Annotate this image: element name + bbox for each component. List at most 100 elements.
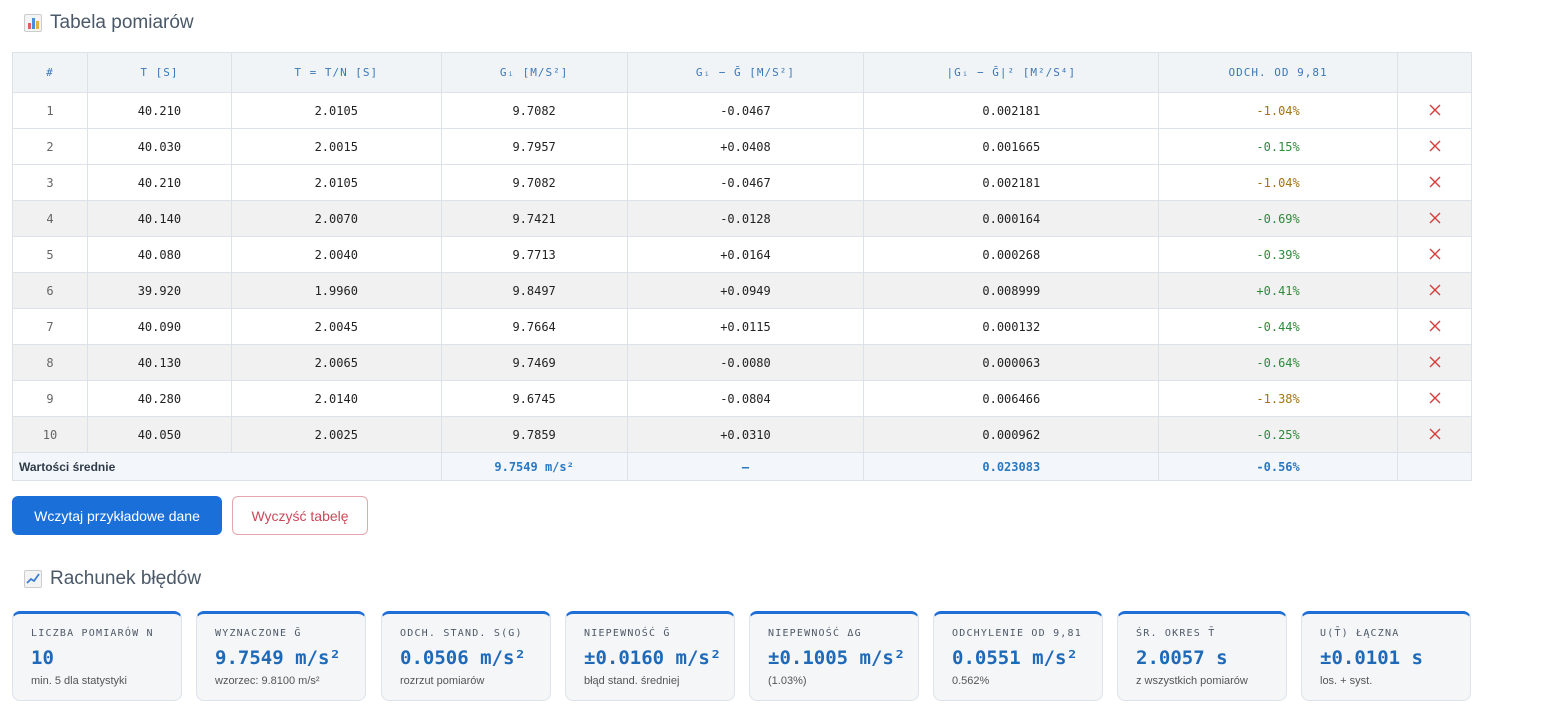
col-header-g-diff-sq: |gᵢ − ḡ|² [m²/s⁴] (863, 52, 1160, 93)
cell-period: 2.0040 (230, 236, 442, 273)
cell-g: 9.7421 (440, 200, 628, 237)
col-header-period: T = t/n [s] (230, 52, 442, 93)
cell-index: 1 (12, 92, 88, 129)
cell-index: 4 (12, 200, 88, 237)
delete-row-button[interactable] (1397, 272, 1472, 309)
cell-g-diff: +0.0949 (626, 272, 865, 309)
cell-g-diff: -0.0467 (626, 92, 865, 129)
table-row: 2 40.030 2.0015 9.7957 +0.0408 0.001665 -0.15% (12, 128, 1472, 165)
table-section-title: Tabela pomiarów (24, 12, 194, 34)
stat-card-label: Liczba pomiarów n (31, 628, 154, 639)
stat-card-subtext: wzorzec: 9.8100 m/s² (215, 675, 320, 687)
stat-card-label: u(T̄) łączna (1320, 628, 1400, 639)
stat-card-value: 0.0506 m/s² (400, 647, 526, 669)
cell-g-diff: -0.0128 (626, 200, 865, 237)
close-icon (1429, 176, 1440, 188)
cell-g-diff-sq: 0.000962 (863, 416, 1160, 453)
cell-period: 2.0070 (230, 200, 442, 237)
close-icon (1429, 248, 1440, 260)
stat-card-subtext: błąd stand. średniej (584, 675, 680, 687)
cell-g-diff-sq: 0.000063 (863, 344, 1160, 381)
cell-index: 3 (12, 164, 88, 201)
bar-chart-icon (24, 14, 42, 32)
stat-card-label: Odchylenie od 9,81 (952, 628, 1082, 639)
stat-card-value: 0.0551 m/s² (952, 647, 1078, 669)
table-title: Tabela pomiarów (50, 12, 194, 33)
col-header-actions (1397, 52, 1472, 93)
col-header-g: gᵢ [m/s²] (440, 52, 628, 93)
cell-period: 2.0105 (230, 164, 442, 201)
cell-g: 9.7713 (440, 236, 628, 273)
footer-mean-g-diff-sq: 0.023083 (863, 452, 1160, 481)
stat-card-subtext: (1.03%) (768, 675, 807, 687)
cell-deviation: -0.44% (1158, 308, 1398, 345)
cell-deviation: -0.69% (1158, 200, 1398, 237)
delete-row-button[interactable] (1397, 128, 1472, 165)
cell-index: 8 (12, 344, 88, 381)
stat-card-subtext: 0.562% (952, 675, 990, 687)
delete-row-button[interactable] (1397, 164, 1472, 201)
cell-g-diff: +0.0408 (626, 128, 865, 165)
load-sample-data-button[interactable]: Wczytaj przykładowe dane (12, 496, 222, 535)
cell-g-diff-sq: 0.008999 (863, 272, 1160, 309)
cell-g: 9.7082 (440, 92, 628, 129)
table-row: 7 40.090 2.0045 9.7664 +0.0115 0.000132 -0.44% (12, 308, 1472, 345)
cell-index: 2 (12, 128, 88, 165)
cell-g-diff-sq: 0.002181 (863, 164, 1160, 201)
cell-g-diff-sq: 0.002181 (863, 92, 1160, 129)
cell-index: 9 (12, 380, 88, 417)
cell-g-diff-sq: 0.000132 (863, 308, 1160, 345)
close-icon (1429, 140, 1440, 152)
delete-row-button[interactable] (1397, 380, 1472, 417)
cell-deviation: -0.64% (1158, 344, 1398, 381)
cell-g-diff-sq: 0.001665 (863, 128, 1160, 165)
stat-card-label: Niepewność ḡ (584, 628, 671, 639)
delete-row-button[interactable] (1397, 308, 1472, 345)
footer-mean-g: 9.7549 m/s² (440, 452, 628, 481)
cell-g: 9.7082 (440, 164, 628, 201)
cell-g: 9.7859 (440, 416, 628, 453)
cell-period: 2.0140 (230, 380, 442, 417)
stat-card-value: ±0.0101 s (1320, 647, 1423, 669)
cell-index: 6 (12, 272, 88, 309)
close-icon (1429, 104, 1440, 116)
close-icon (1429, 356, 1440, 368)
errors-section-title: Rachunek błędów (24, 568, 201, 590)
cell-period: 2.0025 (230, 416, 442, 453)
cell-g-diff: +0.0115 (626, 308, 865, 345)
clear-table-button[interactable]: Wyczyść tabelę (232, 496, 368, 535)
delete-row-button[interactable] (1397, 200, 1472, 237)
col-header-index: # (12, 52, 88, 93)
delete-row-button[interactable] (1397, 236, 1472, 273)
cell-deviation: -0.39% (1158, 236, 1398, 273)
col-header-time: t [s] (86, 52, 232, 93)
stat-card-label: Wyznaczone ḡ (215, 628, 302, 639)
cell-g-diff-sq: 0.006466 (863, 380, 1160, 417)
col-header-deviation: Odch. od 9,81 (1158, 52, 1398, 93)
cell-time: 40.210 (86, 164, 232, 201)
delete-row-button[interactable] (1397, 344, 1472, 381)
cell-g-diff: +0.0310 (626, 416, 865, 453)
stat-card-value: 9.7549 m/s² (215, 647, 341, 669)
delete-row-button[interactable] (1397, 92, 1472, 129)
stat-card-subtext: z wszystkich pomiarów (1136, 675, 1248, 687)
table-header-row: # t [s] T = t/n [s] gᵢ [m/s²] gᵢ − ḡ [m/… (12, 52, 1472, 93)
cell-g: 9.7957 (440, 128, 628, 165)
stat-card-label: Odch. stand. s(g) (400, 628, 523, 639)
table-row: 1 40.210 2.0105 9.7082 -0.0467 0.002181 -1.04% (12, 92, 1472, 129)
stat-card: Odch. stand. s(g) 0.0506 m/s² rozrzut pomi… (381, 611, 551, 701)
cell-time: 39.920 (86, 272, 232, 309)
close-icon (1429, 320, 1440, 332)
footer-label: Wartości średnie (12, 452, 442, 481)
cell-g-diff-sq: 0.000268 (863, 236, 1160, 273)
stat-card-label: Niepewność Δg (768, 628, 862, 639)
close-icon (1429, 392, 1440, 404)
delete-row-button[interactable] (1397, 416, 1472, 453)
cell-g: 9.6745 (440, 380, 628, 417)
col-header-g-diff: gᵢ − ḡ [m/s²] (626, 52, 865, 93)
table-row: 9 40.280 2.0140 9.6745 -0.0804 0.006466 -1.38% (12, 380, 1472, 417)
cell-period: 1.9960 (230, 272, 442, 309)
table-row: 3 40.210 2.0105 9.7082 -0.0467 0.002181 -1.04% (12, 164, 1472, 201)
cell-g-diff-sq: 0.000164 (863, 200, 1160, 237)
stat-card: u(T̄) łączna ±0.0101 s los. + syst. (1301, 611, 1471, 701)
